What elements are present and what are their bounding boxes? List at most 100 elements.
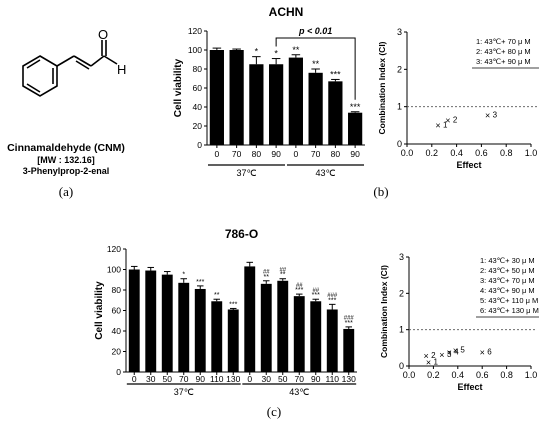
legend-entry: 3: 43℃+ 70 μ M	[480, 276, 535, 285]
x-tick-label: 0.2	[427, 370, 440, 380]
y-axis-label: Cell viability	[94, 281, 105, 340]
x-tick-label: 0.8	[500, 370, 513, 380]
bar	[260, 283, 272, 372]
y-tick-label: 80	[112, 285, 122, 295]
y-tick-label: 40	[112, 326, 122, 336]
x-tick-label: 0.6	[475, 148, 488, 158]
aldehyde-h-bond	[103, 55, 118, 65]
molecule-mw: [MW : 132.16]	[37, 155, 95, 165]
y-axis-label: Combination Index (CI)	[379, 265, 389, 358]
significance-label-hash: ##	[296, 283, 303, 289]
bar	[328, 81, 343, 145]
x-tick-label: 1.0	[525, 370, 538, 380]
bar	[343, 328, 355, 372]
data-point-marker: ×	[423, 351, 428, 361]
data-point-marker: ×	[435, 120, 440, 130]
y-tick-label: 0	[399, 361, 404, 371]
x-tick-label: 80	[331, 149, 341, 159]
y-tick-label: 20	[193, 121, 203, 131]
x-tick-label: 0.4	[450, 148, 463, 158]
bar	[277, 280, 289, 372]
bar	[308, 72, 323, 145]
x-tick-label: 0	[294, 149, 299, 159]
bar	[211, 301, 223, 372]
data-point-marker: ×	[453, 346, 458, 356]
legend-entry: 5: 43℃+ 110 μ M	[480, 296, 538, 305]
panel-label-b: (b)	[373, 184, 388, 199]
bar	[227, 309, 239, 372]
y-tick-label: 3	[397, 27, 402, 37]
significance-label-hash: ##	[279, 267, 286, 273]
data-point-marker: ×	[439, 350, 444, 360]
chart-title: ACHN	[269, 5, 304, 19]
chain-double-bond-2	[75, 60, 90, 70]
x-tick-label: 130	[342, 374, 356, 384]
group-label: 43℃	[315, 168, 335, 178]
y-tick-label: 80	[193, 64, 203, 74]
y-tick-label: 0	[397, 139, 402, 149]
y-tick-label: 40	[193, 102, 203, 112]
x-tick-label: 0.6	[476, 370, 489, 380]
legend-entry: 1: 43℃+ 70 μ M	[476, 37, 531, 46]
x-tick-label: 0	[215, 149, 220, 159]
x-tick-label: 0.4	[452, 370, 465, 380]
data-point-label: 1	[434, 357, 439, 366]
legend-entry: 2: 43℃+ 50 μ M	[480, 266, 535, 275]
bar	[229, 50, 244, 145]
significance-label-hash: ##	[312, 288, 319, 294]
y-axis-label: Cell viability	[173, 58, 184, 117]
bar	[178, 282, 190, 372]
bar	[288, 57, 303, 145]
significance-label: **	[214, 292, 220, 299]
legend-entry: 2: 43℃+ 80 μ M	[476, 47, 531, 56]
bar	[269, 64, 284, 145]
x-tick-label: 70	[295, 374, 305, 384]
x-tick-label: 0	[247, 374, 252, 384]
bar	[310, 301, 322, 372]
x-tick-label: 110	[210, 374, 224, 384]
x-tick-label: 30	[146, 374, 156, 384]
ring-double-bond-1	[26, 59, 41, 69]
data-point-marker: ×	[445, 115, 450, 125]
chart-title: 786-O	[225, 227, 258, 241]
x-tick-label: 0.0	[401, 148, 414, 158]
significance-label-hash: ###	[327, 293, 338, 299]
y-tick-label: 1	[399, 325, 404, 335]
benzene-ring	[22, 55, 58, 97]
x-tick-label: 0.8	[500, 148, 513, 158]
x-tick-label: 90	[271, 149, 281, 159]
x-tick-label: 80	[252, 149, 262, 159]
molecule-iupac: 3-Phenylprop-2-enal	[23, 166, 110, 176]
x-tick-label: 70	[311, 149, 321, 159]
significance-label: **	[264, 274, 270, 281]
significance-bracket	[275, 37, 356, 100]
y-tick-label: 100	[107, 265, 121, 275]
x-axis-label: Effect	[457, 382, 482, 392]
y-tick-label: 60	[112, 306, 122, 316]
x-tick-label: 0.0	[403, 370, 416, 380]
panel-label-a: (a)	[59, 184, 73, 199]
chain-bond-2	[90, 55, 105, 67]
group-label: 37℃	[174, 387, 194, 397]
bar	[244, 266, 256, 372]
x-tick-label: 0	[132, 374, 137, 384]
data-point-label: 3	[493, 110, 498, 119]
significance-label: ***	[328, 297, 336, 304]
y-tick-label: 1	[397, 102, 402, 112]
x-tick-label: 90	[196, 374, 206, 384]
significance-label-hash: ###	[344, 316, 355, 322]
x-tick-label: 90	[350, 149, 360, 159]
data-point-label: 1	[443, 120, 448, 129]
bar	[194, 288, 206, 372]
significance-label: ***	[196, 279, 204, 286]
data-point-marker: ×	[480, 348, 485, 358]
bar	[293, 296, 305, 372]
chart-786o-viability: 786-O 0 20 40 60 80 100 120 Cell viability 0 30 50 7…	[94, 227, 357, 397]
y-tick-label: 120	[107, 244, 121, 254]
molecule-name: Cinnamaldehyde (CNM)	[7, 142, 125, 154]
x-tick-label: 90	[311, 374, 321, 384]
significance-label: ***	[229, 301, 237, 308]
x-tick-label: 1.0	[525, 148, 538, 158]
x-axis-label: Effect	[456, 160, 481, 170]
